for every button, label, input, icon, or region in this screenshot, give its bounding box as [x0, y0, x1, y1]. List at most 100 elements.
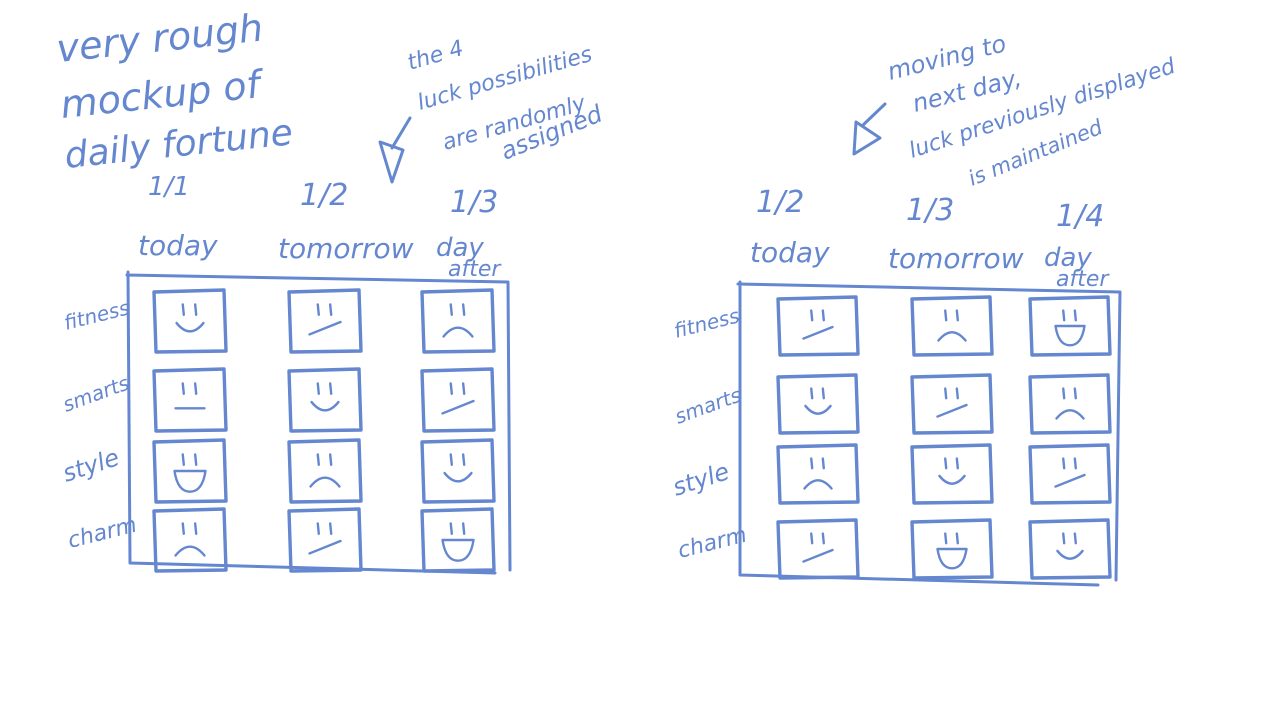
right-annotation: moving to next day, luck previously disp…: [852, 29, 1179, 191]
panel-2-charm-col-2-great-face-icon-box: [910, 518, 994, 580]
panel-2-fitness-col-2-sad-face-icon-eyes: [944, 309, 959, 322]
panel-1-style-col-3-happy-face-icon: [420, 438, 496, 504]
panel-1-fitness-col-2-meh-face-icon-box: [287, 288, 363, 354]
panel-2-fitness-col-1-meh-face-icon: [776, 295, 860, 357]
panel-1-charm-col-3-great-face-icon-box: [420, 507, 496, 573]
panel-2-fitness-col-3-great-face-icon-eyes: [1062, 309, 1077, 322]
panel-2-row-label-smarts: smarts: [672, 383, 745, 429]
panel-1-frame: [125, 270, 512, 575]
panel-1-style-col-2-sad-face-icon-eyes: [316, 453, 333, 466]
panel-2-charm-col-1-meh-face-icon-box: [776, 518, 860, 580]
panel-1-charm-col-2-meh-face-icon-box: [287, 507, 363, 573]
panel-2-fitness-col-1-meh-face-icon-eyes: [810, 309, 825, 322]
panel-1-fitness-col-3-sad-face-icon-mouth-sad: [442, 326, 474, 338]
left-annotation-line-1: the 4: [405, 36, 467, 76]
panel-2-charm-col-3-happy-face-icon-box: [1028, 518, 1112, 580]
panel-1-smarts-col-1-neutral-face-icon: [152, 367, 228, 433]
panel-2-style-col-2-happy-face-icon-mouth-happy: [938, 474, 966, 485]
panel-2-label2-col-3: after: [1056, 267, 1110, 292]
panel-2-charm-col-3-happy-face-icon-mouth-happy: [1056, 549, 1084, 560]
panel-1-charm-col-1-sad-face-icon: [152, 507, 228, 573]
panel-2-smarts-col-2-meh-face-icon-mouth-meh: [936, 403, 968, 418]
panel-2-smarts-col-2-meh-face-icon-eyes: [944, 387, 959, 400]
panel-1-label-col-3: day: [436, 233, 484, 263]
panel-2-date-col-2: 1/3: [906, 193, 954, 228]
panel-2-row-label-charm: charm: [675, 523, 749, 564]
panel-1-charm-col-1-sad-face-icon-eyes: [181, 522, 198, 535]
panel-1-fitness-col-2-meh-face-icon: [287, 288, 363, 354]
panel-2-label-col-3: day: [1044, 243, 1092, 273]
panel-2-charm-col-3-happy-face-icon-eyes: [1062, 532, 1077, 545]
panel-1-fitness-col-3-sad-face-icon-eyes: [449, 303, 466, 316]
panel-1-style-col-2-sad-face-icon: [287, 438, 363, 504]
panel-2-label-col-2: tomorrow: [888, 242, 1024, 275]
panel-2-smarts-col-2-meh-face-icon-box: [910, 373, 994, 435]
panel-2-fitness-col-2-sad-face-icon-mouth-sad: [937, 331, 967, 342]
panel-1-label2-col-3: after: [448, 257, 502, 282]
panel-1-smarts-col-3-meh-face-icon-eyes: [449, 382, 466, 395]
panel-2-date-col-1: 1/2: [756, 185, 804, 220]
panel-1-smarts-col-3-meh-face-icon-box: [420, 367, 496, 433]
face-grids: [152, 288, 1112, 580]
panel-1-fitness-col-1-happy-face-icon: [152, 288, 228, 354]
panel-2-fitness-col-1-meh-face-icon-mouth-meh: [802, 325, 834, 340]
panel-1-label-col-1: today: [138, 229, 218, 262]
panel-2-smarts-col-1-happy-face-icon-box: [776, 373, 860, 435]
panel-1-fitness-col-1-happy-face-icon-box: [152, 288, 228, 354]
panel-2-fitness-col-1-meh-face-icon-box: [776, 295, 860, 357]
panel-1-style-col-2-sad-face-icon-mouth-sad: [309, 476, 341, 488]
panel-2-smarts-col-1-happy-face-icon-mouth-happy: [804, 404, 832, 415]
panel-2-smarts-col-1-happy-face-icon-eyes: [810, 387, 825, 400]
panel-2-charm-col-1-meh-face-icon-eyes: [810, 532, 825, 545]
panel-2-smarts-col-2-meh-face-icon: [910, 373, 994, 435]
panel-2-style-col-3-meh-face-icon-mouth-meh: [1054, 473, 1086, 488]
panel-2-date-col-3: 1/4: [1056, 199, 1104, 234]
panel-1-smarts-col-2-happy-face-icon-box: [287, 367, 363, 433]
left-annotation: the 4 luck possibilities are randomly as…: [378, 36, 607, 184]
panel-1-fitness-col-2-meh-face-icon-eyes: [316, 303, 333, 316]
title-note: very rough mockup of daily fortune: [54, 6, 294, 177]
panel-1-date-col-1: 1/1: [148, 172, 190, 202]
panel-1-headers: 1/1 today 1/2 tomorrow 1/3 day after: [138, 172, 502, 282]
panel-1-style-col-1-great-face-icon-box: [152, 438, 228, 504]
panel-2-fitness-col-2-sad-face-icon-box: [910, 295, 994, 357]
panel-2-charm-col-2-great-face-icon: [910, 518, 994, 580]
panel-2-frame: [736, 280, 1122, 587]
panel-1-smarts-col-3-meh-face-icon: [420, 367, 496, 433]
panel-1-charm-col-1-sad-face-icon-mouth-sad: [174, 545, 206, 557]
panel-1-smarts-col-1-neutral-face-icon-eyes: [181, 382, 198, 395]
panel-2-style-col-3-meh-face-icon-box: [1028, 443, 1112, 505]
panel-1-charm-col-2-meh-face-icon-mouth-meh: [308, 539, 342, 555]
panel-1-row-label-smarts: smarts: [60, 371, 133, 417]
panel-1-style-col-3-happy-face-icon-mouth-happy: [443, 471, 473, 483]
panel-1-charm-col-2-meh-face-icon-eyes: [316, 522, 333, 535]
panel-1-smarts-col-3-meh-face-icon-mouth-meh: [441, 399, 475, 415]
panel-1-charm-col-2-meh-face-icon: [287, 507, 363, 573]
panel-2-style-col-2-happy-face-icon: [910, 443, 994, 505]
panel-1-fitness-col-2-meh-face-icon-mouth-meh: [308, 320, 342, 336]
panel-2-style-col-1-sad-face-icon-eyes: [810, 457, 825, 470]
panel-1-charm-col-1-sad-face-icon-box: [152, 507, 228, 573]
panel-2-smarts-col-3-sad-face-icon-mouth-sad: [1055, 409, 1085, 420]
panel-1-style-col-3-happy-face-icon-box: [420, 438, 496, 504]
panel-1-fitness-col-1-happy-face-icon-eyes: [181, 303, 198, 316]
panel-1-smarts-col-2-happy-face-icon: [287, 367, 363, 433]
panel-2-style-col-1-sad-face-icon-box: [776, 443, 860, 505]
panel-1-smarts-col-1-neutral-face-icon-box: [152, 367, 228, 433]
panel-2-style-col-1-sad-face-icon-mouth-sad: [803, 479, 833, 490]
panel-2-charm-col-3-happy-face-icon: [1028, 518, 1112, 580]
panel-1-charm-col-3-great-face-icon-eyes: [449, 522, 466, 535]
panel-1-style-col-3-happy-face-icon-eyes: [449, 453, 466, 466]
panel-2-label-col-1: today: [750, 236, 830, 269]
panel-2-style-col-1-sad-face-icon: [776, 443, 860, 505]
panel-1-style-col-1-great-face-icon: [152, 438, 228, 504]
panel-2-style-col-3-meh-face-icon-eyes: [1062, 457, 1077, 470]
title-line-1: very rough: [54, 6, 265, 71]
panel-1-smarts-col-2-happy-face-icon-mouth-happy: [310, 400, 340, 412]
panel-2-fitness-col-2-sad-face-icon: [910, 295, 994, 357]
panel-1-date-col-2: 1/2: [300, 178, 348, 213]
left-annotation-arrow-icon: [378, 116, 412, 184]
panel-1-fitness-col-1-happy-face-icon-mouth-happy: [175, 321, 205, 333]
panel-1-smarts-col-2-happy-face-icon-eyes: [316, 382, 333, 395]
